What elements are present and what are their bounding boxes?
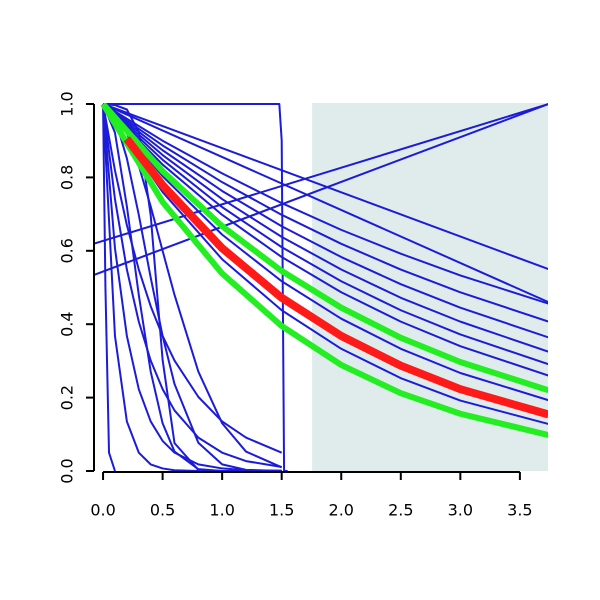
y-tick-label: 0.8 (58, 165, 77, 190)
series-line (102, 103, 548, 353)
series-line (123, 136, 548, 419)
series-line (102, 103, 548, 402)
series-line (102, 103, 548, 339)
x-tick-label: 2.5 (388, 501, 413, 520)
x-tick-label: 0.5 (150, 501, 175, 520)
x-tick-label: 0.0 (90, 501, 115, 520)
y-tick-label: 0.2 (58, 385, 77, 410)
series-line (94, 103, 548, 245)
series-line (102, 103, 282, 472)
x-tick-label: 1.0 (209, 501, 234, 520)
x-tick-label: 2.0 (329, 501, 354, 520)
axes-layer: 0.0 0.5 1.0 1.5 2.0 2.5 3.0 3.5 0.0 0.2 0.4 0.6 0.8 1… (58, 91, 533, 519)
x-tick-label: 3.5 (507, 501, 532, 520)
x-tick-label: 3.0 (448, 501, 473, 520)
series-line (102, 103, 548, 304)
series-line (94, 103, 548, 276)
series-line (102, 103, 282, 472)
series-line (102, 103, 548, 377)
series-line (102, 103, 548, 271)
y-tick-label: 1.0 (58, 91, 77, 116)
y-tick-label: 0.0 (58, 458, 77, 483)
series-line (102, 103, 548, 425)
series-line (102, 103, 548, 305)
series-line (102, 103, 282, 468)
series-line (102, 103, 548, 366)
series-line (100, 103, 548, 438)
x-tick-label: 1.5 (269, 501, 294, 520)
series-line (100, 103, 548, 394)
lines-layer (94, 103, 548, 472)
series-line (102, 103, 548, 323)
y-tick-label: 0.4 (58, 311, 77, 336)
series-line (102, 103, 116, 472)
y-tick-label: 0.6 (58, 238, 77, 263)
